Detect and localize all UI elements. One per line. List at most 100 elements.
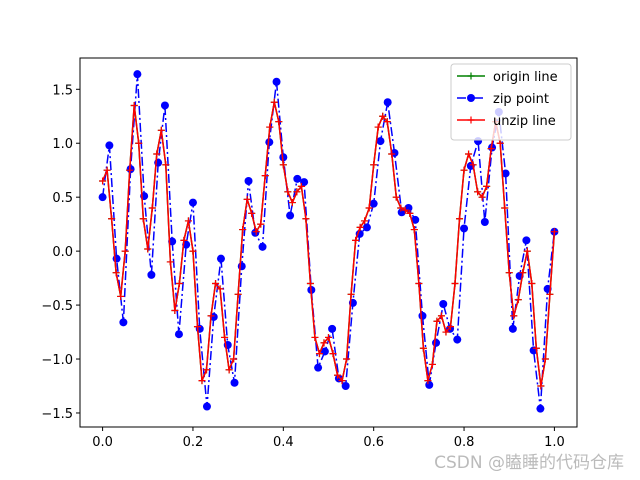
data-point xyxy=(397,204,405,212)
data-point xyxy=(456,215,464,223)
data-point xyxy=(279,161,287,169)
data-point xyxy=(343,355,351,363)
data-point xyxy=(230,355,238,363)
data-point xyxy=(388,150,396,158)
data-point xyxy=(329,350,337,358)
data-point xyxy=(370,161,378,169)
data-point xyxy=(424,377,432,385)
data-point xyxy=(338,377,346,385)
data-point xyxy=(147,270,156,279)
data-point xyxy=(266,123,274,131)
data-point xyxy=(160,101,169,110)
data-point xyxy=(230,378,239,387)
data-point xyxy=(460,166,468,174)
data-point xyxy=(126,166,134,174)
data-point xyxy=(315,350,323,358)
data-point xyxy=(383,118,391,126)
data-point xyxy=(306,280,314,287)
data-point xyxy=(541,355,549,363)
data-point xyxy=(166,258,174,266)
x-tick-label: 0.0 xyxy=(92,435,113,450)
data-point xyxy=(203,366,211,374)
data-point xyxy=(286,211,295,220)
data-point xyxy=(119,318,128,327)
data-point xyxy=(174,330,183,339)
data-point xyxy=(184,217,192,225)
data-point xyxy=(99,177,107,185)
y-tick-label: −0.5 xyxy=(41,299,73,314)
data-point xyxy=(243,195,251,203)
data-point xyxy=(362,223,371,232)
data-point xyxy=(180,236,188,244)
data-point xyxy=(550,228,558,236)
data-point xyxy=(432,338,441,347)
data-point xyxy=(410,226,418,234)
data-point xyxy=(234,290,242,298)
data-point xyxy=(365,204,373,212)
data-point xyxy=(442,328,450,336)
data-point xyxy=(536,404,545,413)
data-point xyxy=(439,300,448,308)
data-point xyxy=(252,228,260,236)
data-point xyxy=(376,137,385,146)
data-point xyxy=(418,311,427,320)
data-point xyxy=(496,139,504,147)
data-point xyxy=(383,98,392,107)
data-point xyxy=(237,262,246,271)
data-point xyxy=(428,360,436,368)
x-tick-label: 0.8 xyxy=(454,435,475,450)
data-point xyxy=(216,254,225,263)
data-point xyxy=(334,371,342,379)
data-point xyxy=(480,218,489,226)
data-point xyxy=(325,333,332,341)
data-point xyxy=(300,178,309,187)
data-point xyxy=(284,188,292,196)
data-point xyxy=(369,199,378,208)
data-point xyxy=(135,139,143,147)
legend-label: unzip line xyxy=(493,114,556,129)
data-point xyxy=(341,382,350,390)
data-point xyxy=(270,98,278,106)
data-point xyxy=(478,193,486,201)
data-point xyxy=(112,269,120,277)
y-tick-label: −1.0 xyxy=(41,353,73,368)
data-point xyxy=(105,141,114,150)
x-tick-label: 0.6 xyxy=(363,435,384,450)
data-point xyxy=(510,312,518,320)
data-point xyxy=(139,215,147,223)
data-point xyxy=(258,242,267,251)
data-point xyxy=(314,363,323,372)
legend-marker xyxy=(467,94,475,102)
data-point xyxy=(162,161,170,169)
data-point xyxy=(437,312,445,320)
y-tick-label: 1.5 xyxy=(52,83,73,98)
data-point xyxy=(207,312,215,320)
data-point xyxy=(451,280,459,287)
data-point xyxy=(302,215,310,223)
data-point xyxy=(522,236,531,245)
data-point xyxy=(347,290,355,298)
data-point xyxy=(130,101,138,109)
legend-box xyxy=(450,63,572,141)
legend-label: zip point xyxy=(493,92,549,107)
data-point xyxy=(108,215,116,223)
data-point xyxy=(297,182,305,190)
data-point xyxy=(361,217,369,225)
data-point xyxy=(244,177,253,185)
data-point xyxy=(126,165,135,174)
y-tick-label: 0.5 xyxy=(52,191,73,206)
data-point xyxy=(193,323,201,331)
data-point xyxy=(198,377,206,385)
data-point xyxy=(248,209,256,217)
x-tick-label: 0.4 xyxy=(273,435,294,450)
data-point xyxy=(379,112,387,120)
series xyxy=(99,98,558,390)
data-point xyxy=(148,204,156,212)
x-tick-label: 0.2 xyxy=(183,435,204,450)
data-point xyxy=(469,161,477,169)
y-tick-label: 0.0 xyxy=(52,245,73,260)
data-point xyxy=(153,150,161,158)
y-tick-label: 1.0 xyxy=(52,137,73,152)
data-point xyxy=(212,280,220,287)
data-point xyxy=(121,247,129,255)
